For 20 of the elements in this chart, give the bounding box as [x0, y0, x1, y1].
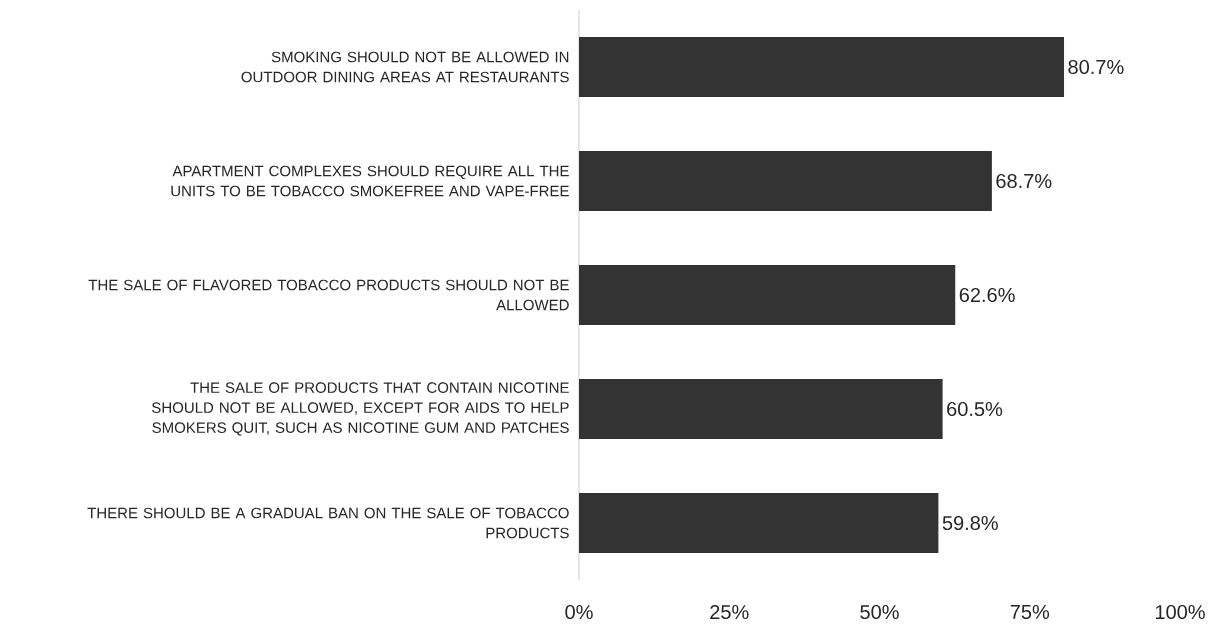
data-label: 60.5% [947, 401, 1003, 417]
bar [579, 493, 939, 554]
bar [579, 151, 992, 211]
data-label: 62.6% [959, 287, 1015, 303]
y-tick-label: THE SALE OF PRODUCTS THAT CONTAIN NICOTINE SHOULD NOT BE ALLOWED, EXCEPT FOR AIDS TO HELP SMOKERS QUIT, SUCH AS NICOTINE GUM AND PATCHES [152, 382, 569, 436]
x-tick-label: 100% [1155, 604, 1205, 620]
x-tick-label: 75% [1010, 604, 1050, 620]
x-tick-label: 0% [565, 604, 593, 620]
x-tick-label: 25% [710, 604, 749, 620]
y-tick-label: SMOKING SHOULD NOT BE ALLOWED IN OUTDOOR DINING AREAS AT RESTAURANTS [241, 51, 569, 83]
data-label: 68.7% [996, 173, 1052, 189]
y-tick-label: THERE SHOULD BE A GRADUAL BAN ON THE SALE OF TOBACCO PRODUCTS [87, 507, 569, 539]
bar [579, 265, 956, 325]
data-label: 80.7% [1068, 59, 1124, 75]
bar [579, 379, 943, 440]
y-tick-label: THE SALE OF FLAVORED TOBACCO PRODUCTS SHOULD NOT BE ALLOWED [88, 279, 569, 311]
bar [579, 37, 1065, 97]
data-label: 59.8% [942, 515, 998, 531]
y-tick-label: APARTMENT COMPLEXES SHOULD REQUIRE ALL THE UNITS TO BE TOBACCO SMOKEFREE AND VAPE-FREE [171, 165, 569, 197]
x-tick-label: 50% [860, 604, 899, 620]
